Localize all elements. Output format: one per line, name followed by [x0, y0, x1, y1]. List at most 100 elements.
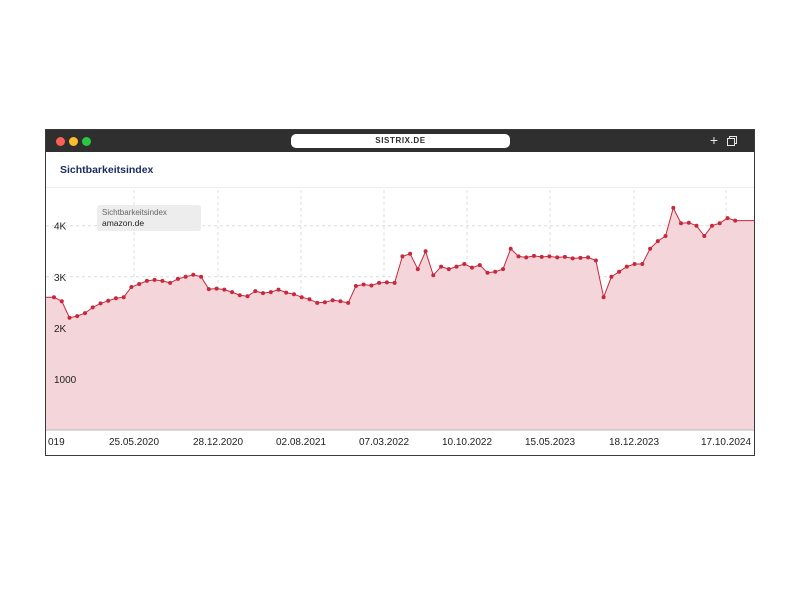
- data-point[interactable]: [725, 216, 730, 221]
- data-point[interactable]: [353, 284, 358, 288]
- data-point[interactable]: [640, 262, 645, 266]
- data-point[interactable]: [470, 265, 474, 270]
- data-point[interactable]: [222, 287, 227, 292]
- data-point[interactable]: [322, 300, 327, 305]
- data-point[interactable]: [261, 291, 265, 296]
- data-point[interactable]: [710, 223, 714, 228]
- data-point[interactable]: [601, 295, 606, 300]
- data-point[interactable]: [361, 282, 366, 287]
- data-point[interactable]: [717, 221, 722, 226]
- data-point[interactable]: [137, 282, 142, 286]
- data-point[interactable]: [284, 290, 289, 295]
- data-point[interactable]: [586, 255, 591, 260]
- data-point[interactable]: [655, 239, 660, 244]
- data-point[interactable]: [733, 218, 738, 223]
- data-point[interactable]: [75, 314, 80, 319]
- chart-tooltip-legend: Sichtbarkeitsindex amazon.de: [97, 205, 201, 231]
- data-point[interactable]: [663, 234, 668, 238]
- data-point[interactable]: [315, 300, 320, 305]
- data-point[interactable]: [183, 274, 188, 279]
- data-point[interactable]: [168, 280, 173, 285]
- data-point[interactable]: [686, 220, 691, 225]
- data-point[interactable]: [98, 301, 103, 306]
- data-point[interactable]: [106, 298, 111, 303]
- data-point[interactable]: [175, 276, 180, 281]
- address-bar[interactable]: SISTRIX.DE: [291, 134, 510, 148]
- x-tick-label: 07.03.2022: [359, 437, 409, 448]
- data-point[interactable]: [338, 299, 343, 304]
- data-point[interactable]: [59, 299, 64, 304]
- data-point[interactable]: [90, 305, 95, 310]
- data-point[interactable]: [214, 286, 219, 291]
- data-point[interactable]: [485, 270, 490, 275]
- plus-icon[interactable]: +: [709, 132, 719, 148]
- data-point[interactable]: [516, 254, 521, 259]
- data-point[interactable]: [199, 274, 204, 279]
- data-point[interactable]: [392, 280, 397, 285]
- data-point[interactable]: [439, 264, 444, 269]
- data-point[interactable]: [67, 315, 72, 320]
- data-point[interactable]: [400, 254, 405, 259]
- data-point[interactable]: [508, 246, 513, 251]
- data-point[interactable]: [415, 267, 420, 272]
- data-point[interactable]: [268, 290, 273, 295]
- data-point[interactable]: [593, 258, 598, 263]
- data-point[interactable]: [129, 285, 134, 289]
- data-point[interactable]: [562, 254, 567, 259]
- data-point[interactable]: [617, 269, 622, 274]
- data-point[interactable]: [369, 283, 374, 288]
- x-tick-label: 17.10.2024: [701, 437, 751, 448]
- data-point[interactable]: [121, 295, 126, 300]
- data-point[interactable]: [408, 251, 413, 256]
- data-point[interactable]: [237, 293, 242, 298]
- data-point[interactable]: [152, 277, 157, 282]
- data-point[interactable]: [446, 267, 451, 272]
- data-point[interactable]: [276, 287, 281, 292]
- minimize-window-button[interactable]: [69, 137, 78, 146]
- data-point[interactable]: [423, 249, 428, 254]
- data-point[interactable]: [144, 278, 149, 283]
- data-point[interactable]: [206, 287, 211, 292]
- data-point[interactable]: [694, 223, 699, 228]
- data-point[interactable]: [52, 295, 56, 300]
- data-point[interactable]: [539, 254, 544, 259]
- data-point[interactable]: [113, 296, 118, 301]
- data-point[interactable]: [454, 264, 459, 269]
- data-point[interactable]: [160, 278, 165, 283]
- maximize-window-button[interactable]: [82, 137, 91, 146]
- data-point[interactable]: [632, 262, 637, 266]
- data-point[interactable]: [547, 254, 552, 259]
- data-point[interactable]: [253, 289, 258, 294]
- data-point[interactable]: [609, 274, 614, 279]
- data-point[interactable]: [648, 246, 653, 251]
- data-point[interactable]: [377, 280, 382, 285]
- data-point[interactable]: [671, 205, 676, 210]
- data-point[interactable]: [570, 256, 575, 261]
- close-window-button[interactable]: [56, 137, 65, 146]
- data-point[interactable]: [431, 273, 436, 278]
- data-point[interactable]: [384, 280, 389, 285]
- data-point[interactable]: [307, 297, 312, 302]
- data-point[interactable]: [679, 221, 683, 226]
- data-point[interactable]: [624, 264, 629, 269]
- data-point[interactable]: [524, 255, 529, 260]
- series-area-amazon: [46, 207, 754, 430]
- x-tick-label: 019: [48, 437, 65, 448]
- data-point[interactable]: [299, 295, 304, 300]
- data-point[interactable]: [477, 263, 482, 268]
- data-point[interactable]: [462, 262, 467, 266]
- data-point[interactable]: [555, 255, 560, 260]
- data-point[interactable]: [245, 294, 250, 299]
- data-point[interactable]: [578, 255, 583, 260]
- data-point[interactable]: [702, 234, 707, 238]
- copy-icon[interactable]: [727, 136, 737, 146]
- data-point[interactable]: [230, 290, 235, 295]
- data-point[interactable]: [532, 253, 536, 258]
- data-point[interactable]: [493, 269, 498, 274]
- data-point[interactable]: [346, 300, 351, 305]
- data-point[interactable]: [501, 267, 505, 272]
- data-point[interactable]: [191, 272, 196, 277]
- data-point[interactable]: [330, 298, 335, 303]
- data-point[interactable]: [83, 311, 87, 316]
- data-point[interactable]: [292, 292, 296, 297]
